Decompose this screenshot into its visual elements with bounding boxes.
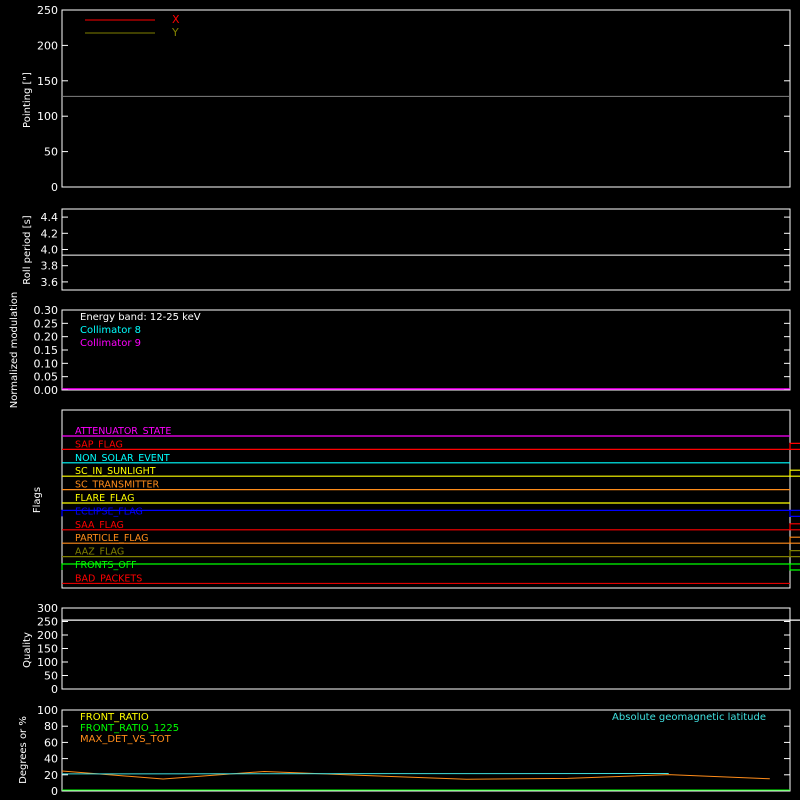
- legend-x-label: X: [172, 13, 180, 26]
- flag-label-sc-transmitter: SC_TRANSMITTER: [75, 480, 160, 491]
- y-tick-label: 0.25: [34, 317, 59, 330]
- flag-label-sc-in-sunlight: SC_IN_SUNLIGHT: [75, 466, 156, 477]
- y-tick-label: 0: [51, 181, 58, 194]
- y-tick-label: 0.30: [34, 304, 59, 317]
- fronts-axes-frame: [61, 709, 791, 792]
- y-tick-label: 0: [51, 683, 58, 696]
- y-tick-label: 40: [44, 753, 58, 766]
- flag-line-particle-flag: [62, 536, 800, 544]
- modulation-data-layer: [62, 388, 790, 390]
- flag-line-eclipse-flag: [61, 509, 800, 517]
- flag-label-sap-flag: SAP_FLAG: [75, 439, 123, 450]
- pointing-axes-frame: [61, 9, 791, 188]
- y-tick-label: 250: [37, 4, 58, 17]
- y-tick-label: 0.15: [34, 344, 59, 357]
- flags-data-layer: ATTENUATOR_STATE SAP_FLAG NON_SOLAR_EVENT S…: [61, 426, 800, 584]
- modulation-panel: 0.000.050.100.150.200.250.30 11:0011:151…: [9, 292, 791, 409]
- y-tick-label: 200: [37, 39, 58, 52]
- y-tick-label: 3.8: [41, 260, 59, 273]
- modulation-legend-energy: Energy band: 12-25 keV: [80, 312, 201, 323]
- pointing-y-ticks: 0 50 100 150 200 250: [37, 4, 790, 194]
- fronts-legend-front-ratio: FRONT_RATIO: [80, 712, 149, 723]
- flag-line-sap-flag: [62, 442, 800, 450]
- y-tick-label: 4.4: [41, 211, 59, 224]
- fronts-panel: 0 20 40 60 80 100 Degrees or % FRONT_RATIO FR…: [18, 704, 791, 798]
- flag-label-bad-packets: BAD_PACKETS: [75, 573, 142, 584]
- flag-line-fronts-off: [61, 563, 800, 571]
- flag-line-saa-flag: [62, 523, 800, 531]
- fronts-annotation-latitude: Absolute geomagnetic latitude: [612, 712, 766, 723]
- legend-y-label: Y: [171, 26, 179, 39]
- y-tick-label: 20: [44, 769, 58, 782]
- y-tick-label: 80: [44, 720, 58, 733]
- y-tick-label: 0: [51, 785, 58, 798]
- fronts-legend-max-det: MAX_DET_VS_TOT: [80, 734, 172, 745]
- y-tick-label: 60: [44, 736, 58, 749]
- fronts-y-label: Degrees or %: [18, 716, 29, 784]
- max-det-vs-tot-line: [61, 770, 770, 780]
- y-tick-label: 0.20: [34, 331, 59, 344]
- y-tick-label: 0.00: [34, 384, 59, 397]
- y-tick-label: 3.6: [41, 276, 59, 289]
- roll-period-panel: 3.63.84.04.24.4 11:0011:1511:3011:4512:0…: [22, 208, 791, 291]
- y-tick-label: 200: [37, 629, 58, 642]
- y-tick-label: 100: [37, 704, 58, 717]
- y-tick-label: 0.05: [34, 371, 59, 384]
- roll-y-ticks: 3.6 3.8 4.0 4.2 4.4: [41, 211, 790, 289]
- y-tick-label: 0.10: [34, 357, 59, 370]
- fronts-y-ticks: 0 20 40 60 80 100: [37, 704, 790, 798]
- flag-label-saa-flag: SAA_FLAG: [75, 520, 124, 531]
- y-tick-label: 50: [44, 146, 58, 159]
- flag-line-aaz-flag: [62, 550, 800, 558]
- y-tick-label: 300: [37, 602, 58, 615]
- pointing-y-label: Pointing ["]: [22, 72, 33, 128]
- y-tick-label: 150: [37, 75, 58, 88]
- flag-label-particle-flag: PARTICLE_FLAG: [75, 533, 148, 544]
- flag-label-attenuator-state: ATTENUATOR_STATE: [75, 426, 171, 437]
- y-tick-label: 250: [37, 616, 58, 629]
- fronts-legend-front-ratio-1225: FRONT_RATIO_1225: [80, 723, 179, 734]
- y-tick-label: 100: [37, 656, 58, 669]
- modulation-legend-coll8: Collimator 8: [80, 325, 141, 336]
- flag-label-eclipse-flag: ECLIPSE_FLAG: [75, 506, 143, 517]
- y-tick-label: 150: [37, 643, 58, 656]
- quality-y-label: Quality: [22, 632, 33, 668]
- y-tick-label: 50: [44, 670, 58, 683]
- flag-label-flare-flag: FLARE_FLAG: [75, 493, 135, 504]
- fronts-data-layer: [61, 770, 790, 791]
- flag-label-fronts-off: FRONTS_OFF: [75, 560, 137, 571]
- y-tick-label: 4.2: [41, 227, 59, 240]
- modulation-y-label: Normalized modulation: [9, 292, 20, 409]
- y-tick-label: 100: [37, 110, 58, 123]
- flags-y-label: Flags: [32, 487, 43, 513]
- y-tick-label: 4.0: [41, 244, 59, 257]
- roll-y-label: Roll period [s]: [22, 215, 33, 284]
- modulation-y-ticks: 0.000.050.100.150.200.250.30: [34, 304, 790, 397]
- pointing-data-layer: [62, 95, 790, 97]
- flag-label-aaz-flag: AAZ_FLAG: [75, 547, 124, 558]
- flag-label-non-solar-event: NON_SOLAR_EVENT: [75, 453, 170, 464]
- flag-line-sc-in-sunlight: [62, 469, 800, 477]
- flags-panel: ATTENUATOR_STATE SAP_FLAG NON_SOLAR_EVENT S…: [32, 409, 800, 589]
- modulation-legend-coll9: Collimator 9: [80, 338, 141, 349]
- flags-axes-frame: [61, 409, 791, 589]
